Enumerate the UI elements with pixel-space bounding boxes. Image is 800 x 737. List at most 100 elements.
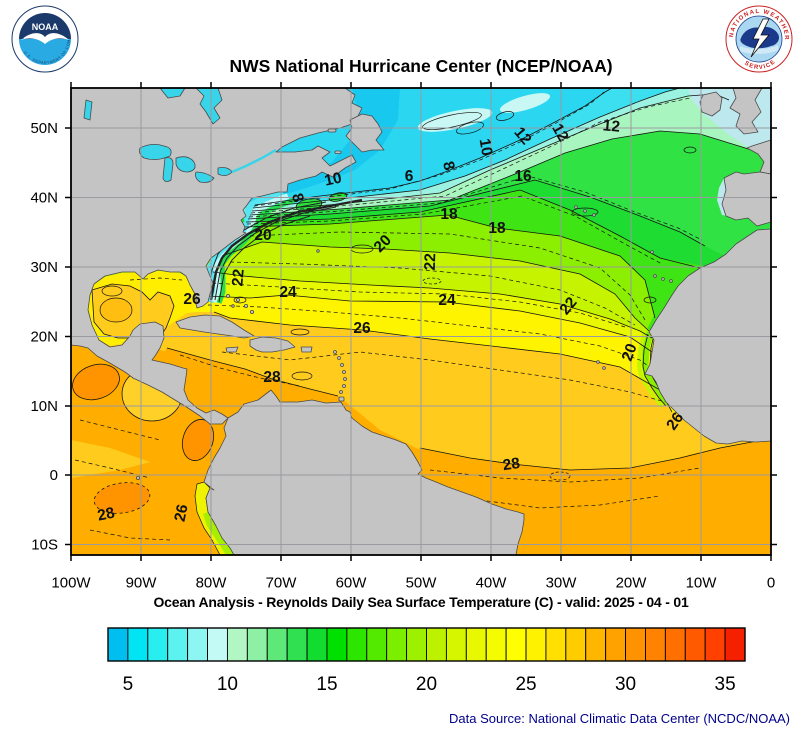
lon-tick-label: 50W [406, 574, 438, 591]
figure-title: NWS National Hurricane Center (NCEP/NOAA… [229, 56, 612, 76]
colorbar-cell [704, 627, 726, 662]
colorbar-tick-label: 10 [217, 674, 238, 695]
hispaniola [249, 336, 296, 353]
lon-tick-label: 60W [336, 574, 368, 591]
lon-tick-label: 100W [51, 574, 91, 591]
isotherm-label: 26 [353, 320, 371, 337]
graticule [71, 88, 771, 555]
north-america-landmass [71, 88, 371, 425]
colorbar-cell [346, 627, 368, 662]
noaa-logo: NOAA NATIONAL OCEANIC AND ATMOSPHERIC AD… [10, 3, 79, 73]
colorbar-tick-label: 30 [615, 674, 636, 695]
isotherm-label: 26 [171, 502, 191, 523]
isotherm-label: 12 [548, 121, 571, 144]
colorbar-cell [605, 627, 627, 662]
data-source-note: Data Source: National Climatic Data Cent… [449, 711, 790, 726]
colorbar-cell [326, 627, 348, 662]
colorbar-cell [724, 627, 746, 662]
colorbar-cell [406, 627, 427, 662]
isotherm-label: 22 [229, 268, 247, 287]
colorbar-cell [585, 627, 607, 662]
isotherm-label: 10 [476, 137, 496, 157]
iberia [721, 171, 771, 227]
newfoundland [345, 113, 385, 153]
hudson-bay [195, 88, 223, 125]
colorbar-cell [445, 627, 467, 662]
great-britain [729, 88, 763, 135]
lon-tick-label: 70W [266, 574, 298, 591]
colorbar-tick-label: 35 [715, 674, 736, 695]
map-axes: 100W 90W 80W 70W 60W 50W 40W 30W 20W 10W 0 50N 40N 30… [30, 82, 777, 591]
colorbar-cell [187, 627, 208, 662]
isotherm-label: 28 [263, 369, 281, 386]
lat-tick-label: 30N [30, 259, 58, 276]
jamaica [225, 346, 239, 353]
isotherm-label: 20 [254, 227, 271, 244]
lat-tick-label: 10S [31, 537, 58, 554]
isotherm-label: 16 [514, 168, 532, 185]
lon-tick-label: 90W [126, 574, 158, 591]
colorbar-cell [127, 627, 149, 662]
colorbar-cell [226, 627, 248, 662]
colorbar-cell [465, 627, 487, 662]
colorbar-cell [565, 627, 587, 662]
isotherm-label: 18 [440, 206, 458, 223]
isotherm-label: 20 [619, 341, 641, 363]
isotherm-label: 24 [279, 284, 297, 301]
dashed-isotherms [74, 91, 703, 541]
isotherm-label: 26 [183, 291, 201, 308]
lat-tick-label: 40N [30, 190, 58, 207]
colorbar-cell [246, 627, 268, 662]
temperature-colorbar: 5 10 15 20 25 30 35 [107, 627, 746, 695]
caribbean-islands [175, 293, 347, 402]
colorbar-cell [207, 627, 228, 662]
isotherm-label: 24 [438, 292, 456, 309]
colorbar-cell [525, 627, 547, 662]
colorbar-cell [426, 627, 447, 662]
isotherm-label: 12 [602, 117, 621, 135]
colorbar-cell [266, 627, 288, 662]
colorbar-cell [485, 627, 507, 662]
colorbar-cell [645, 627, 666, 662]
colorbar-cell [107, 627, 129, 662]
lat-tick-label: 50N [30, 120, 58, 137]
great-lakes [139, 144, 233, 183]
colorbar-tick-label: 25 [515, 674, 536, 695]
isotherm-label: 10 [323, 169, 343, 189]
colorbar-cell [625, 627, 646, 662]
colorbar-cell [664, 627, 686, 662]
lightning-bolt-icon [750, 18, 770, 58]
map-caption: Ocean Analysis - Reynolds Daily Sea Surf… [153, 594, 688, 610]
lat-tick-label: 20N [30, 329, 58, 346]
colorbar-cell [167, 627, 189, 662]
isotherm-label: 28 [502, 455, 522, 474]
nws-logo: NATIONAL WEATHER SERVICE [725, 5, 793, 73]
eddy-contours [233, 111, 697, 481]
isotherm-label: 28 [96, 504, 117, 524]
colorbar-tick-label: 15 [316, 674, 337, 695]
colorbar-cell [545, 627, 567, 662]
lon-tick-label: 20W [616, 574, 648, 591]
colorbar-cell [286, 627, 308, 662]
lat-tick-label: 10N [30, 398, 58, 415]
lat-tick-label: 0 [50, 467, 58, 484]
colorbar-cell [386, 627, 408, 662]
colorbar-cell [306, 627, 328, 662]
seagull-icon [21, 33, 69, 44]
lon-tick-label: 0 [767, 574, 775, 591]
colorbar-cell [684, 627, 706, 662]
lon-tick-label: 40W [476, 574, 508, 591]
colorbar-cell [147, 627, 169, 662]
puerto-rico [300, 346, 313, 353]
colorbar-cell [366, 627, 388, 662]
lon-tick-label: 30W [546, 574, 578, 591]
lon-tick-label: 10W [686, 574, 718, 591]
isotherm-label: 18 [488, 220, 506, 237]
isotherm-label: 22 [422, 253, 440, 271]
south-america-landmass [203, 389, 525, 555]
colorbar-tick-label: 5 [123, 674, 134, 695]
colorbar-cell [505, 627, 527, 662]
atlantic-islands [135, 205, 673, 480]
